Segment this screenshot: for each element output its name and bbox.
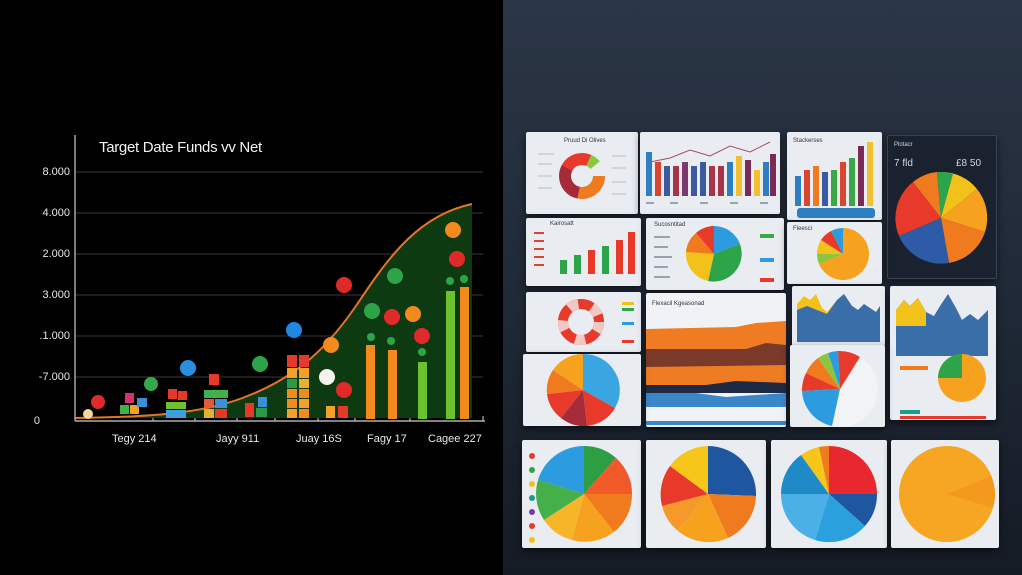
pie-chart-icon	[895, 171, 988, 264]
x-tick: Fagy 17	[367, 433, 407, 445]
circle-markers	[83, 222, 468, 419]
big-pie-card-2	[646, 440, 766, 548]
x-tick: Tegy 214	[112, 433, 157, 445]
y-tick: .1.000	[39, 330, 70, 342]
pie-chart-icon	[529, 445, 633, 543]
card-title: Sucosntitad	[654, 222, 686, 228]
area-chart-icon	[797, 294, 880, 342]
pie-chart-icon	[654, 226, 774, 282]
bar-line-chart-icon	[646, 141, 776, 204]
area-chart-icon	[896, 294, 988, 419]
dark-pie-card: Plotacr 7 fld £8 50	[887, 135, 997, 279]
x-tick: Jayy 911	[216, 433, 260, 445]
card-title: Flexacil Kgeasonad	[652, 301, 705, 307]
rising-bars-card: Stackerses	[787, 132, 882, 220]
red-donut-card	[526, 292, 641, 352]
gridlines	[75, 171, 483, 378]
stacked-area-icon	[646, 321, 786, 425]
fund-chart-svg	[74, 135, 485, 422]
pie-chart-icon	[546, 354, 620, 426]
card-title: Plotacr	[894, 142, 913, 148]
tile-stacks	[120, 355, 348, 418]
y-tick: 0	[33, 415, 40, 427]
pie-chart-icon	[801, 350, 878, 427]
y-tick: 2.000	[42, 248, 70, 260]
big-pie-card-4	[891, 440, 999, 548]
card-title: Kairosatt	[550, 221, 574, 227]
x-tick: Cagee 227	[428, 433, 482, 445]
red-green-bars-card: Kairosatt	[526, 218, 641, 286]
layered-bands-card: Flexacil Kgeasonad	[646, 293, 786, 427]
y-tick: -7.000	[38, 371, 70, 383]
pie-card	[523, 354, 641, 426]
donut-chart-icon	[558, 299, 634, 345]
y-tick: 4.000	[42, 207, 70, 219]
donut-chart-icon	[538, 153, 626, 199]
card-title: Pruud Di Olives	[564, 138, 606, 144]
card-stat: 7 fld	[894, 158, 913, 169]
card-stat: £8 50	[956, 158, 982, 169]
bar-line-card	[640, 132, 780, 214]
card-title: Fleesci	[793, 226, 813, 232]
chart-title: Target Date Funds vv Net	[99, 139, 262, 156]
pie-chart-icon	[816, 228, 869, 280]
mini-pie-card: Fleesci	[787, 222, 882, 284]
left-chart-panel: Target Date Funds vv Net 8.000 4.000 2.0…	[0, 0, 503, 575]
big-pie-card-1	[522, 440, 641, 548]
bars	[366, 287, 469, 419]
donut-card: Pruud Di Olives	[526, 132, 638, 214]
pie-chart-icon	[780, 445, 878, 543]
white-pie-card	[790, 345, 885, 427]
bar-chart-icon	[534, 232, 635, 274]
rising-bar-chart-icon	[795, 142, 875, 218]
y-tick: 8.000	[42, 166, 70, 178]
x-tick: Juay 16S	[296, 433, 342, 445]
card-title: Stackerses	[793, 138, 823, 144]
pie-chart-icon	[899, 446, 995, 542]
area-and-pie-card	[890, 286, 996, 420]
area-chart-card-1	[792, 286, 885, 346]
big-pie-card-3	[771, 440, 887, 548]
pie-legend-card: Sucosntitad	[646, 218, 784, 290]
pie-chart-icon	[660, 445, 757, 543]
y-tick: 3.000	[42, 289, 70, 301]
